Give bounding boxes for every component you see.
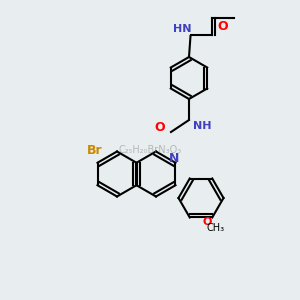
Text: CH₃: CH₃ [207, 223, 225, 233]
Text: N: N [169, 152, 179, 166]
Text: Br: Br [86, 143, 102, 157]
Text: O: O [218, 20, 228, 34]
Text: HN: HN [173, 25, 192, 34]
Text: O: O [154, 121, 165, 134]
Text: O: O [202, 217, 212, 227]
Text: C₂₅H₂₀BrN₃O₃: C₂₅H₂₀BrN₃O₃ [118, 145, 182, 155]
Text: NH: NH [194, 121, 212, 130]
